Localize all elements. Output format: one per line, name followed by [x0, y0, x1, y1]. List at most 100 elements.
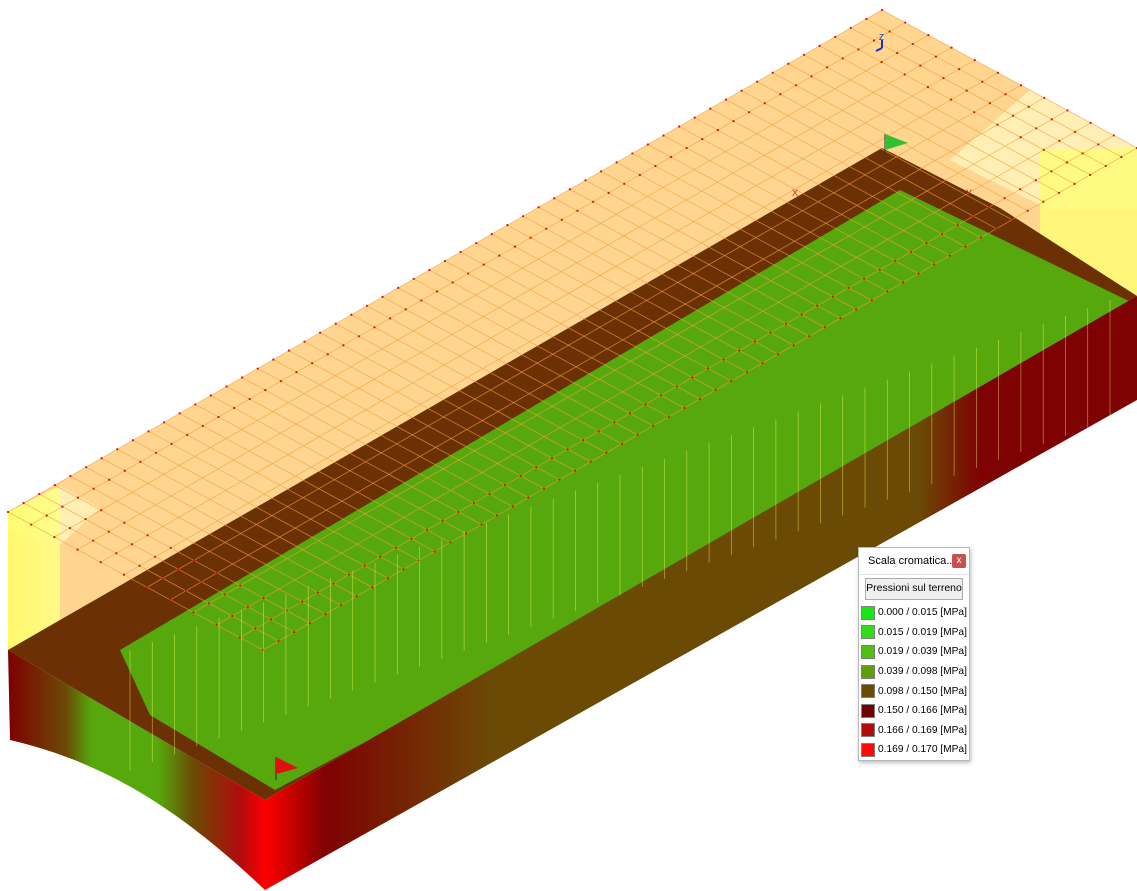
mesh-node: [745, 371, 748, 374]
mesh-node: [69, 475, 72, 478]
mesh-node: [404, 308, 407, 311]
mesh-node: [607, 191, 610, 194]
mesh-node: [122, 573, 126, 576]
grid-line: [351, 314, 607, 454]
grid-line: [241, 377, 498, 516]
mesh-node: [84, 466, 88, 469]
mesh-node: [488, 492, 491, 496]
mesh-node: [490, 233, 493, 236]
mesh-node: [215, 571, 219, 575]
color-scale-entry: 0.169 / 0.170 [MPa]: [861, 740, 967, 760]
mesh-node: [787, 62, 790, 65]
grid-line: [273, 359, 529, 498]
mesh-node: [177, 568, 180, 571]
mesh-node: [574, 469, 577, 472]
grid-line: [163, 422, 420, 561]
mesh-node: [1019, 136, 1022, 139]
mesh-node: [319, 331, 322, 334]
mesh-node: [831, 295, 834, 298]
mesh-node: [950, 46, 953, 49]
mesh-node: [130, 543, 134, 546]
mesh-node: [847, 286, 850, 289]
grid-line: [7, 511, 264, 651]
mesh-node: [816, 304, 819, 307]
mesh-node: [184, 589, 187, 592]
mesh-node: [1004, 93, 1007, 96]
mesh-node: [870, 299, 873, 302]
mesh-node: [880, 60, 883, 64]
mesh-node: [272, 358, 275, 361]
mesh-node: [949, 98, 953, 101]
color-swatch: [861, 644, 875, 659]
mesh-node: [68, 527, 72, 530]
grid-line: [647, 144, 904, 283]
mesh-node: [84, 518, 87, 521]
mesh-node: [498, 254, 501, 257]
mesh-node: [61, 505, 64, 508]
mesh-node: [714, 388, 717, 392]
mesh-node: [709, 107, 712, 110]
mesh-node: [1026, 209, 1029, 212]
mesh-node: [919, 64, 922, 67]
mesh-node: [894, 259, 897, 263]
mesh-node: [763, 102, 766, 105]
color-swatch: [861, 605, 875, 620]
mesh-node: [660, 394, 663, 397]
mesh-node: [482, 263, 485, 266]
mesh-node: [841, 57, 844, 60]
mesh-node: [566, 448, 569, 451]
mesh-node: [911, 42, 914, 46]
inner-mesh: [129, 300, 1111, 770]
mesh-node: [1120, 155, 1123, 159]
mesh-node: [475, 241, 478, 245]
mesh-node: [350, 313, 353, 316]
grid-line: [616, 162, 872, 301]
grid-line: [834, 36, 1091, 176]
mesh-node: [1073, 182, 1076, 185]
mesh-node: [262, 596, 265, 600]
mesh-node: [232, 406, 236, 410]
mesh-node: [716, 129, 719, 132]
mesh-node: [100, 457, 103, 460]
close-icon[interactable]: x: [952, 554, 966, 568]
mesh-node: [295, 371, 298, 374]
mesh-node: [652, 424, 655, 427]
mesh-node: [410, 537, 413, 540]
mesh-node: [394, 546, 397, 549]
grid-line: [678, 126, 935, 265]
pressioni-sul-terreno-button[interactable]: Pressioni sul terreno: [865, 578, 963, 600]
mesh-node: [472, 501, 476, 505]
mesh-node: [973, 111, 976, 114]
mesh-node: [646, 143, 649, 146]
mesh-node: [451, 281, 454, 284]
mesh-node: [675, 385, 678, 388]
grid-line: [70, 475, 326, 615]
mesh-node: [1050, 170, 1053, 173]
grid-line: [444, 260, 701, 400]
mesh-node: [724, 98, 728, 101]
grid-line: [288, 350, 545, 489]
color-scale-label: 0.039 / 0.098 [MPa]: [878, 666, 967, 678]
mesh-node: [303, 340, 306, 343]
mesh-node: [748, 111, 751, 114]
mesh-node: [996, 71, 1000, 74]
mesh-node: [223, 593, 226, 596]
grid-line: [39, 493, 295, 633]
mesh-node: [576, 209, 579, 212]
color-scale-label: 0.015 / 0.019 [MPa]: [878, 626, 967, 638]
color-scale-panel[interactable]: Scala cromatica... x Pressioni sul terre…: [858, 547, 970, 761]
mesh-node: [683, 406, 686, 410]
color-scale-label: 0.019 / 0.039 [MPa]: [878, 646, 967, 658]
color-scale-titlebar[interactable]: Scala cromatica... x: [859, 548, 969, 575]
mesh-node: [753, 340, 756, 343]
mesh-node: [800, 313, 803, 316]
mesh-node: [123, 521, 126, 524]
mesh-node: [412, 277, 415, 281]
mesh-node: [357, 335, 361, 338]
mesh-nodes: [6, 8, 1137, 652]
mesh-node: [761, 362, 764, 365]
mesh-node: [973, 59, 976, 62]
mesh-node: [496, 514, 499, 517]
mesh-node: [373, 326, 376, 329]
